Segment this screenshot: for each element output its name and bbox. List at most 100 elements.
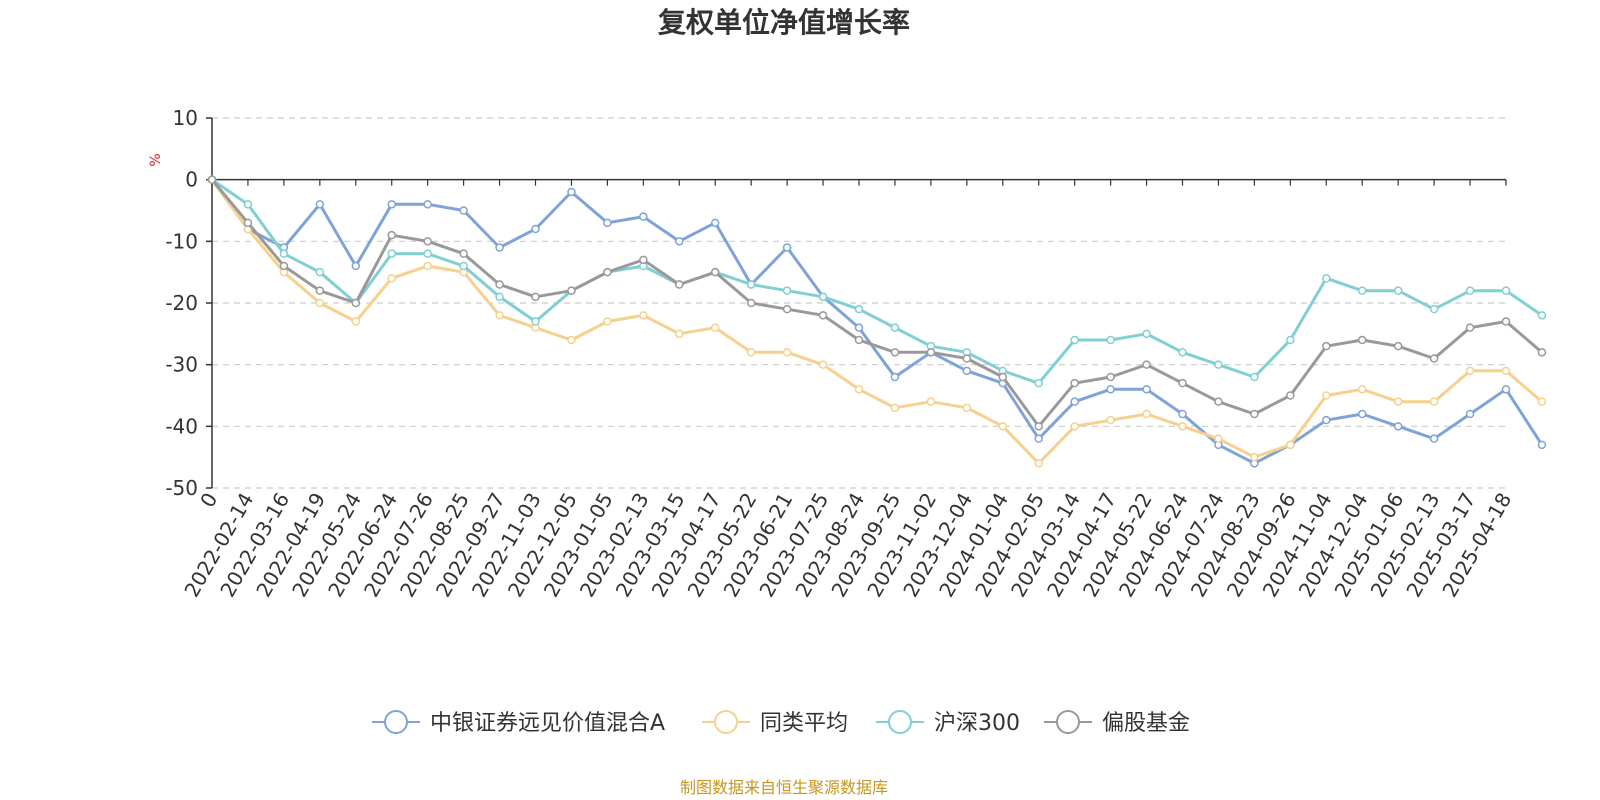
data-point	[890, 403, 900, 413]
data-point	[387, 274, 396, 283]
data-point	[1106, 372, 1115, 382]
data-point	[890, 323, 900, 332]
data-point	[423, 200, 432, 209]
x-tick-label: 0	[195, 489, 222, 512]
legend-item[interactable]: 中银证券远见价值混合A	[372, 710, 665, 736]
data-point	[998, 372, 1008, 382]
data-point	[1393, 397, 1403, 406]
data-point	[1070, 422, 1079, 431]
data-point	[746, 348, 756, 357]
data-point	[639, 212, 648, 221]
data-point	[1537, 348, 1547, 357]
legend-label: 同类平均	[760, 711, 848, 736]
y-tick-label: -40	[165, 414, 198, 438]
data-point	[243, 200, 253, 209]
data-point	[675, 280, 684, 289]
data-point	[1501, 286, 1511, 295]
data-point	[531, 224, 540, 234]
grid-lines	[212, 117, 1506, 489]
data-point	[1142, 409, 1151, 419]
data-point	[1178, 422, 1187, 431]
data-point	[1214, 360, 1223, 369]
data-point	[962, 354, 972, 363]
chart-title: 复权单位净值增长率	[658, 6, 910, 39]
legend-marker-icon	[384, 710, 408, 734]
y-tick-label: 10	[173, 106, 198, 130]
data-point	[387, 230, 396, 240]
data-point	[351, 298, 361, 308]
data-point	[1357, 385, 1367, 394]
data-point	[962, 366, 972, 376]
data-point	[890, 348, 900, 357]
data-point	[1178, 348, 1187, 357]
data-point	[926, 397, 936, 406]
data-point	[567, 286, 576, 295]
data-point	[675, 237, 684, 246]
legend-item[interactable]: 沪深300	[876, 710, 1020, 736]
legend-marker-icon	[714, 710, 738, 734]
data-point	[243, 218, 253, 228]
data-point	[387, 200, 396, 209]
data-point	[1501, 317, 1511, 326]
data-point	[710, 218, 720, 228]
data-point	[1286, 440, 1295, 450]
y-tick-label: 0	[185, 168, 198, 192]
data-point	[710, 323, 720, 332]
data-point	[854, 335, 864, 345]
data-point	[746, 280, 756, 289]
data-point	[459, 206, 468, 215]
data-point	[1429, 397, 1439, 406]
data-point	[818, 292, 828, 302]
data-point	[1142, 385, 1151, 394]
data-point	[1501, 385, 1511, 394]
data-point	[1429, 354, 1439, 363]
data-point	[495, 311, 504, 320]
data-point	[675, 329, 684, 339]
data-point	[1070, 335, 1079, 345]
y-tick-label: -50	[165, 476, 198, 500]
data-point	[1286, 391, 1295, 400]
data-point	[782, 243, 792, 252]
y-tick-label: -10	[165, 229, 198, 253]
legend[interactable]: 中银证券远见价值混合A 同类平均 沪深300 偏股基金	[372, 710, 1190, 736]
data-point	[495, 243, 504, 252]
data-point	[1034, 422, 1043, 431]
data-point	[962, 403, 972, 413]
data-point	[351, 261, 361, 271]
data-point	[1034, 434, 1043, 443]
data-point	[1322, 274, 1331, 283]
data-point	[1286, 335, 1295, 345]
data-point	[1142, 329, 1151, 339]
data-point	[495, 280, 504, 289]
data-point	[1214, 397, 1223, 406]
data-point	[603, 317, 612, 326]
data-point	[710, 267, 720, 277]
series-line-2	[211, 178, 1543, 385]
data-point	[1429, 434, 1439, 443]
data-point	[1465, 366, 1475, 376]
data-point	[1250, 409, 1259, 419]
data-point	[315, 286, 325, 295]
data-point	[1501, 366, 1511, 376]
legend-item[interactable]: 同类平均	[702, 710, 848, 736]
data-point	[998, 422, 1008, 431]
data-point	[279, 261, 289, 271]
data-point	[1393, 422, 1403, 431]
data-point	[531, 292, 540, 302]
data-point	[1250, 372, 1259, 382]
y-tick-label: -20	[165, 291, 198, 315]
legend-item[interactable]: 偏股基金	[1044, 710, 1190, 736]
data-point	[1106, 415, 1115, 425]
data-point	[1178, 378, 1187, 388]
data-point	[1106, 385, 1115, 394]
data-point	[1465, 323, 1475, 332]
data-point	[1178, 409, 1187, 419]
data-point	[459, 261, 468, 271]
series-lines	[207, 175, 1547, 468]
data-point	[387, 249, 396, 258]
data-point	[531, 317, 540, 326]
data-point	[315, 298, 325, 308]
data-point	[495, 292, 504, 302]
data-point	[1393, 341, 1403, 351]
